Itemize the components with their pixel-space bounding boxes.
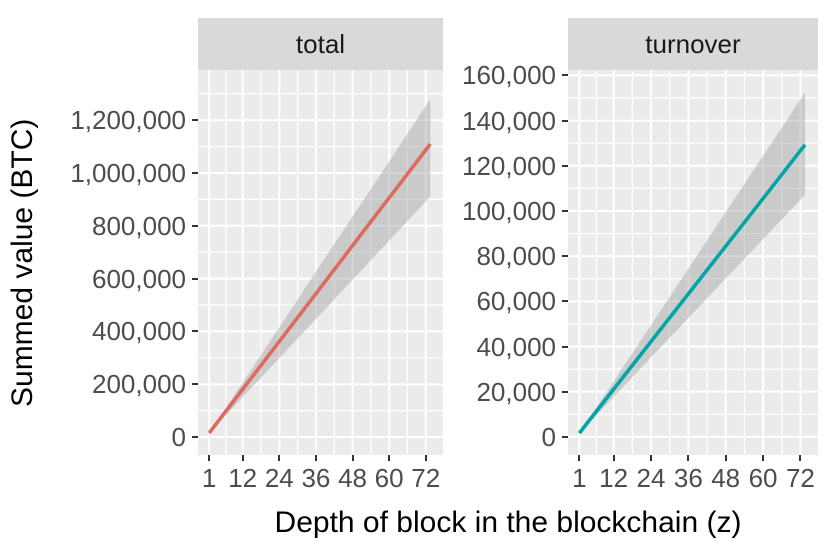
x-tick-mark (578, 455, 581, 461)
y-tick-label: 140,000 (462, 105, 556, 136)
x-tick-label: 1 (201, 463, 217, 493)
y-tick-label: 120,000 (462, 150, 556, 181)
x-axis-title: Depth of block in the blockchain (z) (274, 506, 742, 539)
x-tick-mark (762, 455, 765, 461)
facet-strip-total: total (198, 18, 443, 70)
y-tick-mark (562, 209, 568, 212)
x-tick-label: 1 (572, 463, 587, 493)
y-tick-label: 160,000 (462, 60, 556, 91)
y-tick-mark (562, 164, 568, 167)
y-tick-mark (562, 74, 568, 77)
x-tick-mark (208, 455, 211, 461)
y-tick-label: 40,000 (476, 331, 556, 362)
y-tick-label: 80,000 (476, 241, 556, 272)
x-tick-label: 60 (374, 463, 404, 493)
x-tick-label: 60 (748, 463, 778, 493)
x-tick-mark (278, 455, 281, 461)
x-tick-label: 72 (785, 463, 815, 493)
confidence-ribbon (209, 99, 431, 434)
y-axis-title: Summed value (BTC) (6, 118, 39, 407)
y-tick-label: 100,000 (462, 195, 556, 226)
y-tick-mark (562, 119, 568, 122)
y-tick-mark (192, 224, 198, 227)
x-tick-label: 36 (301, 463, 331, 493)
y-tick-label: 400,000 (92, 316, 186, 347)
x-tick-mark (314, 455, 317, 461)
trend-line (207, 142, 432, 435)
y-tick-label: 1,200,000 (70, 105, 186, 136)
y-tick-label: 600,000 (92, 263, 186, 294)
x-tick-label: 24 (264, 463, 294, 493)
y-tick-mark (192, 171, 198, 174)
x-tick-label: 24 (636, 463, 666, 493)
x-tick-mark (424, 455, 427, 461)
y-tick-mark (192, 119, 198, 122)
x-tick-mark (612, 455, 615, 461)
y-tick-label: 0 (541, 421, 556, 452)
x-tick-mark (687, 455, 690, 461)
panel-total (198, 70, 443, 455)
trend-line (577, 143, 807, 435)
y-tick-mark (192, 330, 198, 333)
confidence-ribbon (579, 92, 806, 434)
x-tick-label: 48 (711, 463, 741, 493)
facet-strip-turnover: turnover (568, 18, 818, 70)
x-tick-mark (649, 455, 652, 461)
y-tick-label: 200,000 (92, 369, 186, 400)
y-tick-mark (562, 300, 568, 303)
y-tick-mark (562, 255, 568, 258)
y-tick-label: 60,000 (476, 286, 556, 317)
y-tick-mark (562, 345, 568, 348)
x-tick-mark (388, 455, 391, 461)
x-tick-label: 72 (411, 463, 441, 493)
x-tick-label: 12 (228, 463, 258, 493)
x-tick-label: 36 (673, 463, 703, 493)
x-tick-mark (724, 455, 727, 461)
y-tick-mark (562, 390, 568, 393)
y-tick-label: 1,000,000 (70, 157, 186, 188)
y-tick-mark (192, 277, 198, 280)
y-tick-mark (192, 383, 198, 386)
y-tick-mark (192, 436, 198, 439)
panel-background (198, 70, 443, 455)
x-tick-mark (799, 455, 802, 461)
y-tick-mark (562, 435, 568, 438)
panel-turnover (568, 70, 818, 455)
y-tick-label: 0 (171, 422, 186, 453)
x-tick-mark (241, 455, 244, 461)
x-tick-label: 12 (599, 463, 629, 493)
x-tick-label: 48 (338, 463, 367, 493)
y-tick-label: 800,000 (92, 210, 186, 241)
x-tick-mark (351, 455, 354, 461)
y-tick-label: 20,000 (476, 376, 556, 407)
